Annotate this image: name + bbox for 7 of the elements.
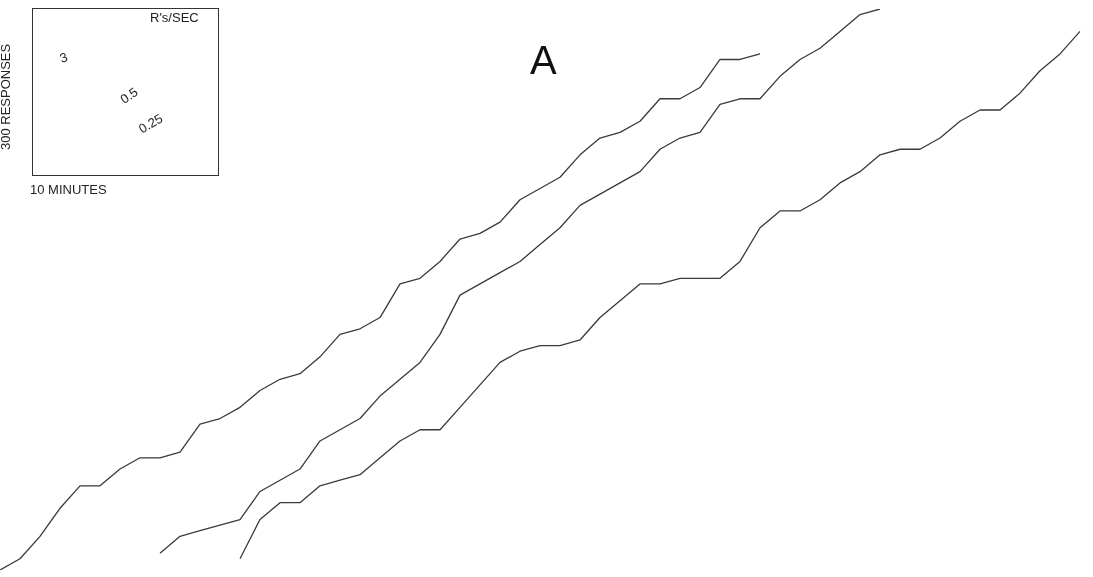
annotation: 3 bbox=[57, 49, 70, 66]
annotation: R's/SEC bbox=[150, 10, 199, 25]
annotation: 10 MINUTES bbox=[30, 182, 107, 197]
annotation: 0.5 bbox=[117, 84, 141, 107]
text: A bbox=[530, 38, 557, 83]
annotation: 300 RESPONSES bbox=[0, 43, 13, 150]
annotation: 0.25 bbox=[135, 110, 166, 137]
